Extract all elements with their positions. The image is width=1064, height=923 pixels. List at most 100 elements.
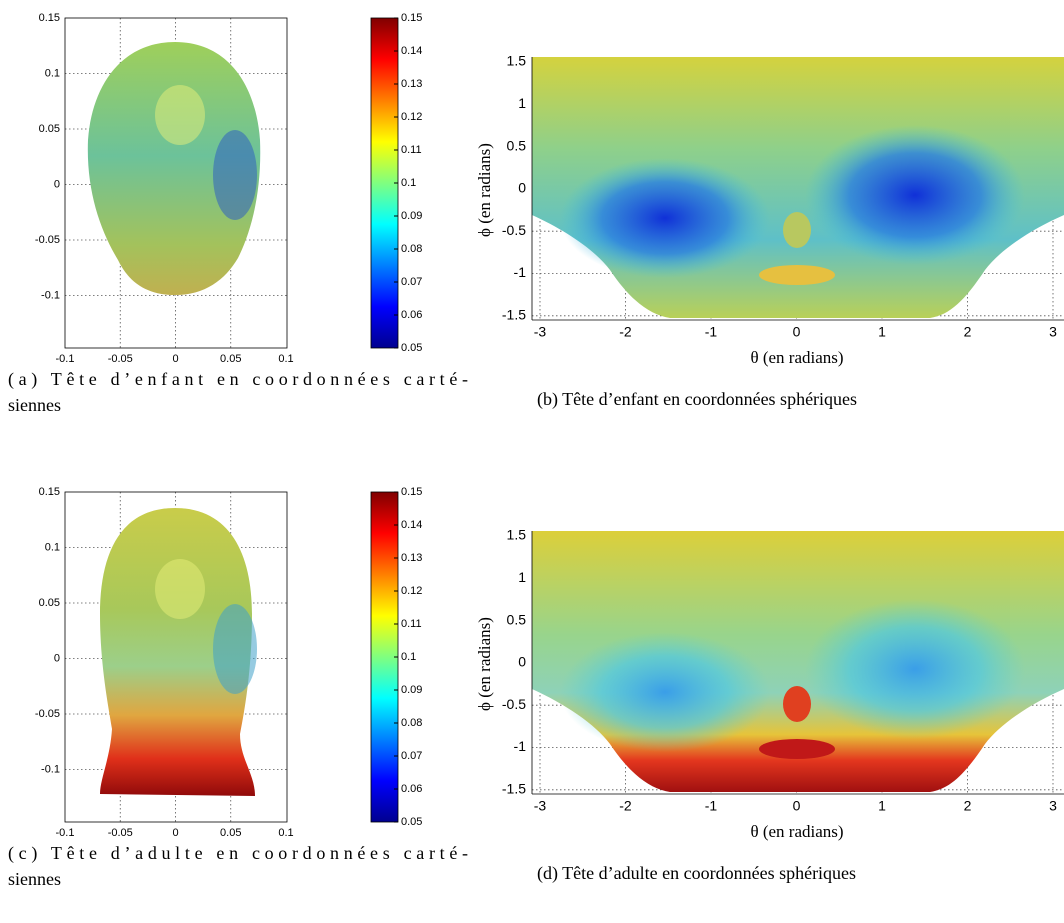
- x-tick-label: -0.05: [108, 827, 133, 839]
- colorbar-tick-label: 0.06: [401, 783, 422, 795]
- face-highlight: [155, 559, 205, 619]
- colorbar-tick-label: 0.15: [401, 486, 422, 498]
- panel: -3 -2 -1 0 1 2 3 1.5 1 0.5 0 -0.5 -1 -1.5 θ (en radian…: [475, 527, 1064, 841]
- colorbar-tick-label: 0.07: [401, 750, 422, 762]
- x-tick-label: 0.1: [278, 827, 293, 839]
- axes-frame: [64, 491, 288, 823]
- colorbar-tick-label: 0.12: [401, 585, 422, 597]
- x-tick-label: 3: [1049, 798, 1057, 814]
- x-tick-label: -2: [619, 324, 632, 340]
- caption: siennes: [8, 869, 61, 889]
- panel: -3 -2 -1 0 1 2 3 1.5 1 0.5 0 -0.5 -1 -1.5 θ (en radian…: [475, 53, 1064, 367]
- y-tick-label: -0.05: [35, 708, 60, 720]
- colorbar-tick-label: 0.13: [401, 552, 422, 564]
- x-tick-label: -0.1: [56, 827, 75, 839]
- colorbar-tick-label: 0.12: [401, 111, 422, 123]
- surface-blob: [560, 158, 770, 278]
- y-axis-label: ϕ (en radians): [475, 143, 494, 237]
- caption: (c) Tête d’adulte en coordonnées carté-: [8, 843, 468, 864]
- x-axis-label: θ (en radians): [750, 348, 843, 367]
- y-tick-label: 0.5: [507, 137, 527, 153]
- face-highlight: [155, 85, 205, 145]
- x-tick-label: -0.1: [56, 353, 75, 365]
- y-tick-label: -0.5: [502, 222, 526, 238]
- y-tick-label: 0: [518, 654, 526, 670]
- head-shading: [213, 130, 257, 220]
- colorbar-tick-label: 0.09: [401, 210, 422, 222]
- y-tick-label: 0.15: [39, 12, 60, 24]
- colorbar-tick-label: 0.14: [401, 45, 422, 57]
- y-tick-label: 0.05: [39, 597, 60, 609]
- surface-blob: [805, 125, 1025, 265]
- x-tick-label: -1: [705, 798, 718, 814]
- y-tick-label: 0.05: [39, 123, 60, 135]
- panel: -0.1 -0.05 0 0.05 0.1 0.15 0.1 0.05 0 -0.05 -0.1 0.…: [35, 12, 423, 365]
- y-tick-label: 0.5: [507, 611, 527, 627]
- y-tick-label: 0.15: [39, 486, 60, 498]
- colorbar: [370, 17, 399, 349]
- surface-blob: [805, 599, 1025, 739]
- x-tick-label: -1: [705, 324, 718, 340]
- y-tick-label: 0.1: [45, 67, 60, 79]
- x-tick-label: -0.05: [108, 353, 133, 365]
- colorbar-tick-label: 0.05: [401, 342, 422, 354]
- x-tick-label: 3: [1049, 324, 1057, 340]
- colorbar: [370, 491, 399, 823]
- x-tick-label: 1: [878, 798, 886, 814]
- y-tick-label: 0.1: [45, 541, 60, 553]
- x-tick-label: 2: [964, 798, 972, 814]
- colorbar-tick-label: 0.11: [401, 144, 422, 156]
- y-tick-label: 0: [54, 652, 60, 664]
- y-tick-label: 1.5: [507, 53, 527, 69]
- y-tick-label: -1.5: [502, 781, 526, 797]
- x-tick-label: -3: [534, 324, 547, 340]
- nose: [783, 686, 811, 722]
- x-tick-label: -3: [534, 798, 547, 814]
- y-tick-label: -0.05: [35, 234, 60, 246]
- x-tick-label: 0: [793, 324, 801, 340]
- x-tick-label: 2: [964, 324, 972, 340]
- panel: -0.1 -0.05 0 0.05 0.1 0.15 0.1 0.05 0 -0.05 -0.1 0.…: [35, 486, 423, 839]
- y-axis-label: ϕ (en radians): [475, 617, 494, 711]
- x-tick-label: 0: [172, 353, 178, 365]
- x-tick-label: 1: [878, 324, 886, 340]
- colorbar-tick-label: 0.11: [401, 618, 422, 630]
- colorbar-tick-label: 0.08: [401, 243, 422, 255]
- x-tick-label: 0: [172, 827, 178, 839]
- y-tick-label: 1: [518, 95, 526, 111]
- y-tick-label: -1.5: [502, 307, 526, 323]
- y-tick-label: -0.5: [502, 696, 526, 712]
- y-tick-label: -0.1: [41, 763, 60, 775]
- x-axis-label: θ (en radians): [750, 822, 843, 841]
- colorbar-tick-label: 0.07: [401, 276, 422, 288]
- colorbar-tick-label: 0.13: [401, 78, 422, 90]
- surface-blob: [560, 632, 770, 752]
- y-tick-label: -1: [514, 738, 527, 754]
- colorbar-tick-label: 0.06: [401, 309, 422, 321]
- head-surface: [100, 508, 255, 796]
- x-tick-label: 0.05: [220, 353, 241, 365]
- axes-frame: [64, 17, 288, 349]
- y-tick-label: 0: [518, 180, 526, 196]
- x-tick-label: 0.05: [220, 827, 241, 839]
- colorbar-tick-label: 0.09: [401, 684, 422, 696]
- mouth: [759, 739, 835, 759]
- colorbar-tick-label: 0.15: [401, 12, 422, 24]
- y-tick-label: 0: [54, 178, 60, 190]
- y-tick-label: -1: [514, 264, 527, 280]
- head-shading: [213, 604, 257, 694]
- y-tick-label: -0.1: [41, 289, 60, 301]
- x-tick-label: 0.1: [278, 353, 293, 365]
- caption: siennes: [8, 395, 61, 415]
- y-tick-label: 1.5: [507, 527, 527, 543]
- colorbar-tick-label: 0.1: [401, 651, 416, 663]
- colorbar-tick-label: 0.1: [401, 177, 416, 189]
- colorbar-tick-label: 0.08: [401, 717, 422, 729]
- caption: (a) Tête d’enfant en coordonnées carté-: [8, 369, 468, 390]
- caption: (b) Tête d’enfant en coordonnées sphériq…: [537, 389, 857, 410]
- y-tick-label: 1: [518, 569, 526, 585]
- colorbar-tick-label: 0.14: [401, 519, 422, 531]
- head-surface: [87, 42, 261, 295]
- caption: (d) Tête d’adulte en coordonnées sphériq…: [537, 863, 856, 884]
